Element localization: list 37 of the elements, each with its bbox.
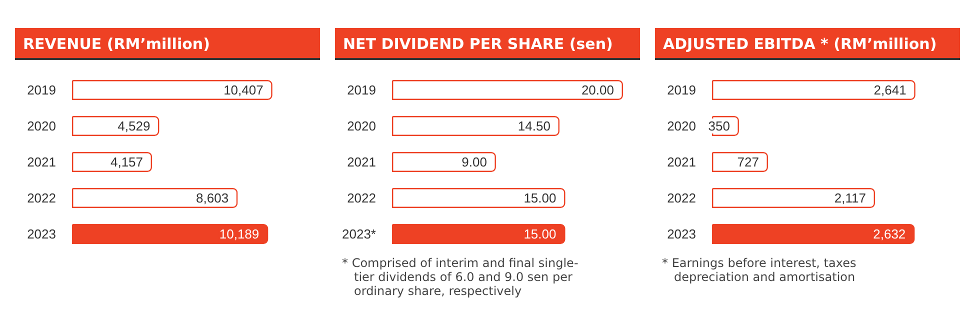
bar — [712, 224, 915, 244]
data-label: 727 — [737, 154, 759, 170]
chart-title: REVENUE (RM’million) — [15, 28, 320, 60]
data-label: 14.50 — [518, 118, 550, 134]
bar — [392, 80, 623, 100]
y-tick-label: 2023 — [667, 226, 696, 242]
chart-title: NET DIVIDEND PER SHARE (sen) — [335, 28, 640, 60]
text: * Comprised of interim and final single-tier dividends of 6.0 and 9.0 sen per ordinary share, respectively — [342, 256, 580, 298]
data-label: 15.00 — [524, 226, 556, 242]
data-label: 2,641 — [874, 82, 906, 98]
data-label: 9.00 — [462, 154, 487, 170]
y-tick-label: 2023 — [27, 226, 56, 242]
y-tick-label: 2019 — [667, 82, 696, 98]
data-label: 10,189 — [219, 226, 260, 242]
data-label: 4,157 — [110, 154, 144, 170]
y-tick-label: 2019 — [27, 82, 56, 98]
chart-title: ADJUSTED EBITDA * (RM’million) — [655, 28, 960, 60]
y-tick-label: 2021 — [27, 154, 56, 170]
y-tick-label: 2021 — [347, 154, 376, 170]
y-tick-label: 2021 — [667, 154, 696, 170]
data-label: 15.00 — [524, 190, 556, 206]
y-tick-label: 2023* — [342, 226, 376, 242]
y-tick-label: 2022 — [27, 190, 56, 206]
y-tick-label: 2020 — [27, 118, 56, 134]
data-label: 10,407 — [224, 82, 264, 98]
text: * Earnings before interest, taxes depreciation and amortisation — [662, 256, 858, 284]
y-tick-label: 2020 — [667, 118, 696, 134]
data-label: 2,117 — [834, 190, 866, 206]
data-label: 8,603 — [196, 190, 229, 206]
y-tick-label: 2019 — [347, 82, 376, 98]
bar — [712, 80, 916, 100]
y-tick-label: 2022 — [347, 190, 376, 206]
y-tick-label: 2020 — [347, 118, 376, 134]
data-label: 4,529 — [118, 118, 150, 134]
y-tick-label: 2022 — [667, 190, 696, 206]
data-label: 2,632 — [873, 226, 906, 242]
data-label: 20.00 — [581, 82, 614, 98]
